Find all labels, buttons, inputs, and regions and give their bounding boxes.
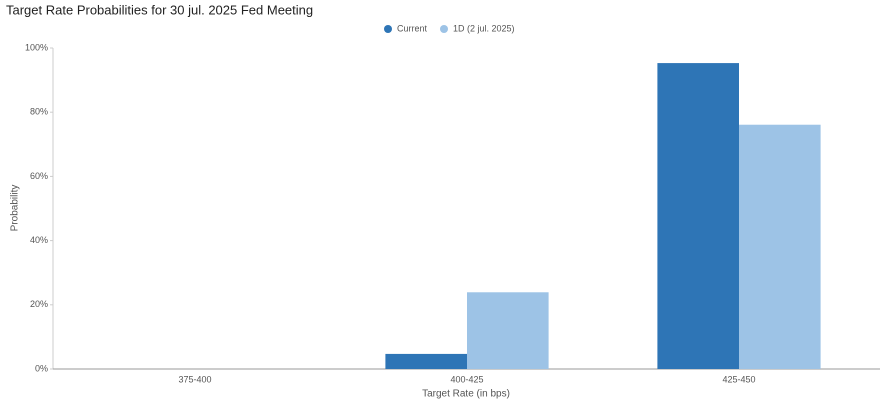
bar bbox=[657, 63, 739, 369]
x-tick-label: 375-400 bbox=[178, 374, 211, 384]
y-tick-label: 100% bbox=[25, 42, 48, 52]
chart-title: Target Rate Probabilities for 30 jul. 20… bbox=[6, 2, 313, 17]
bar bbox=[739, 124, 821, 370]
legend-label: Current bbox=[397, 23, 428, 33]
bar bbox=[467, 292, 549, 369]
y-tick-label: 20% bbox=[30, 299, 48, 309]
legend-swatch bbox=[440, 25, 448, 33]
x-axis-title: Target Rate (in bps) bbox=[422, 389, 510, 400]
x-tick-label: 425-450 bbox=[722, 374, 755, 384]
x-tick-label: 400-425 bbox=[450, 374, 483, 384]
y-tick-label: 80% bbox=[30, 107, 48, 117]
y-tick-label: 0% bbox=[35, 363, 48, 373]
bar bbox=[385, 353, 467, 369]
y-tick-label: 40% bbox=[30, 235, 48, 245]
y-tick-label: 60% bbox=[30, 171, 48, 181]
legend-label: 1D (2 jul. 2025) bbox=[453, 23, 515, 33]
y-axis-title: Probability bbox=[10, 185, 21, 232]
legend-swatch bbox=[384, 25, 392, 33]
